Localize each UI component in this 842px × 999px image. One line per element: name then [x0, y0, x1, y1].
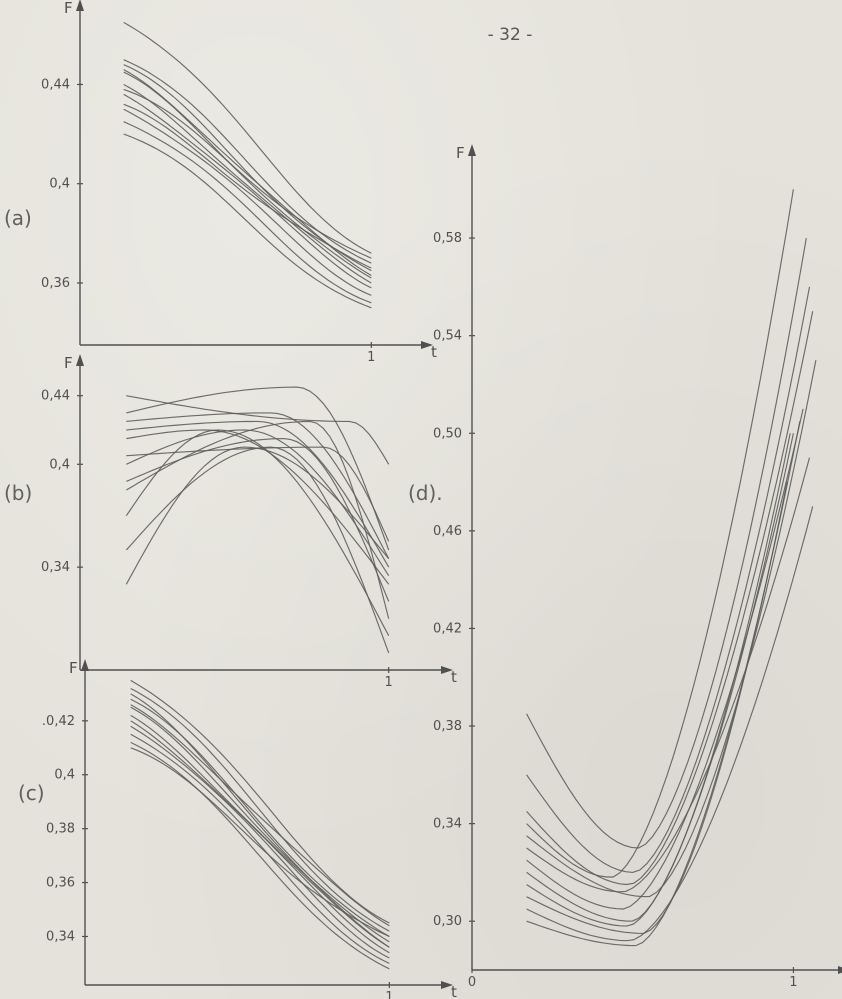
- x-tick-label: 1: [789, 975, 797, 990]
- y-axis-label: F: [69, 659, 78, 677]
- series-line-11: [526, 457, 811, 893]
- series-line-6: [126, 438, 390, 602]
- x-tick-label: 1: [385, 990, 393, 999]
- y-tick-label: 0,4: [49, 177, 70, 192]
- series-line-6: [123, 93, 372, 289]
- x-tick-label: 1: [385, 675, 393, 690]
- x-tick-label: 1: [367, 350, 375, 365]
- panel-label: (a): [4, 206, 32, 230]
- series-line-8: [125, 429, 390, 636]
- y-axis-arrow: [76, 354, 84, 366]
- series-line-3: [130, 698, 390, 937]
- series-line-5: [123, 83, 372, 284]
- y-axis-label: F: [456, 144, 465, 162]
- series-line-9: [123, 133, 372, 309]
- series-line-10: [123, 88, 372, 259]
- series-line-10: [526, 420, 801, 947]
- y-tick-label: 0,38: [433, 719, 462, 734]
- series-line-11: [130, 693, 390, 948]
- series-line-1: [526, 238, 807, 849]
- panel-label: (d).: [408, 481, 443, 505]
- chart-panel-2: Ft (b) 0,44 0,4 0,34 1: [4, 354, 457, 690]
- y-tick-label: 0,36: [41, 276, 70, 291]
- series-line-9: [130, 741, 390, 970]
- series-line-9: [526, 506, 814, 942]
- y-axis-arrow: [468, 144, 476, 156]
- y-tick-label: 0,42: [433, 621, 462, 636]
- series-line-3: [126, 412, 390, 559]
- series-line-2: [123, 59, 372, 264]
- series-line-1: [126, 395, 390, 465]
- series-line-2: [526, 286, 811, 873]
- series-line-7: [130, 725, 390, 959]
- panel-label: (b): [4, 481, 32, 505]
- y-axis-arrow: [81, 659, 89, 671]
- y-tick-label: 0,38: [46, 822, 75, 837]
- y-tick-label: 0,30: [433, 914, 462, 929]
- x-axis-label: t: [431, 343, 437, 361]
- series-line-2: [130, 687, 390, 932]
- x-tick-label: 0: [468, 975, 476, 990]
- series-line-8: [130, 733, 390, 964]
- series-line-6: [130, 720, 390, 954]
- y-tick-label: 0,34: [46, 929, 75, 944]
- series-line-1: [123, 21, 372, 254]
- series-line-7: [526, 433, 794, 927]
- series-line-4: [126, 420, 390, 568]
- x-axis-arrow: [441, 981, 453, 989]
- y-tick-label: 0,58: [433, 231, 462, 246]
- series-line-4: [526, 359, 817, 898]
- series-line-4: [130, 706, 390, 943]
- y-tick-label: .0,42: [42, 714, 75, 729]
- series-line-12: [126, 446, 390, 542]
- x-axis-arrow: [421, 341, 433, 349]
- chart-panel-3: Ft (c) .0,42 0,4 0,38 0,36 0,34 1: [18, 659, 457, 999]
- y-tick-label: 0,44: [41, 77, 70, 92]
- x-axis-arrow: [838, 966, 842, 974]
- page-number: - 32 -: [488, 25, 533, 45]
- series-line-3: [526, 311, 814, 886]
- y-axis-label: F: [64, 0, 73, 17]
- series-line-5: [526, 408, 804, 910]
- y-tick-label: 0,46: [433, 524, 462, 539]
- series-line-10: [130, 747, 390, 938]
- series-line-5: [126, 429, 390, 577]
- y-tick-label: 0,50: [433, 426, 462, 441]
- series-line-7: [123, 108, 372, 296]
- series-line-12: [526, 189, 794, 878]
- y-axis-label: F: [64, 354, 73, 372]
- x-axis-label: t: [451, 668, 457, 686]
- series-line-2: [126, 386, 390, 551]
- series-line-12: [130, 704, 390, 927]
- panel-label: (c): [18, 781, 45, 805]
- x-axis-arrow: [441, 666, 453, 674]
- series-line-12: [123, 69, 372, 276]
- y-tick-label: 0,36: [46, 876, 75, 891]
- y-tick-label: 0,4: [49, 457, 70, 472]
- series-line-11: [126, 429, 390, 585]
- chart-panel-1: Ft (a) 0,44 0,4 0,36 1: [4, 0, 437, 365]
- chart-panel-4: Ft (d). 0,58 0,54 0,50 0,46 0,42 0,38 0,34 0,30 0 1: [408, 144, 842, 990]
- series-line-1: [130, 679, 390, 924]
- y-tick-label: 0,54: [433, 329, 462, 344]
- y-tick-label: 0,34: [433, 817, 462, 832]
- y-tick-label: 0,34: [41, 560, 70, 575]
- series-line-8: [123, 121, 372, 304]
- y-tick-label: 0,4: [54, 768, 75, 783]
- x-axis-label: t: [451, 983, 457, 999]
- series-line-7: [126, 420, 390, 619]
- y-tick-label: 0,44: [41, 389, 70, 404]
- y-axis-arrow: [76, 0, 84, 11]
